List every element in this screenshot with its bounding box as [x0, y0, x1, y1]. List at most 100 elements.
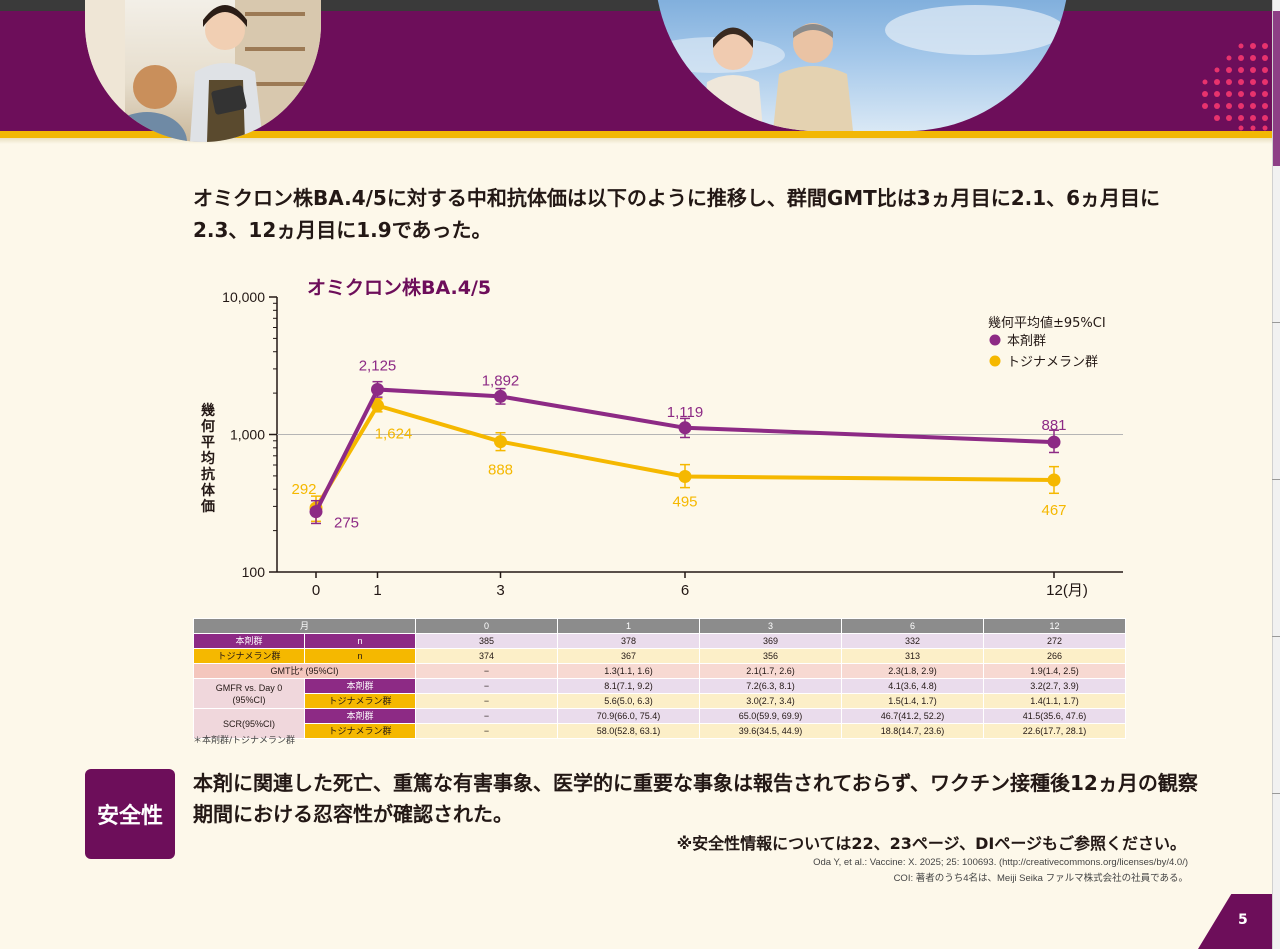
table-row-n-b: トジナメラン群 n 374 367 356 313 266 — [193, 648, 1127, 664]
data-point — [1047, 473, 1061, 487]
row-sublabel: トジナメラン群 — [303, 723, 417, 739]
data-point — [309, 505, 323, 519]
data-label: 292 — [291, 481, 316, 498]
table-cell: 65.0(59.9, 69.9) — [699, 708, 843, 724]
header-dot-pattern — [1202, 43, 1268, 131]
data-label: 1,119 — [667, 404, 703, 421]
x-tick-label: 6 — [681, 582, 689, 599]
header-gold-stripe — [0, 131, 1272, 138]
gmfr-label-line2: (95%CI) — [232, 694, 266, 705]
table-footnote: ＊本剤群/トジナメラン群 — [193, 736, 296, 746]
table-header-cell: 1 — [557, 618, 701, 634]
row-sublabel: トジナメラン群 — [303, 693, 417, 709]
table-cell: 3.0(2.7, 3.4) — [699, 693, 843, 709]
headline: オミクロン株BA.4/5に対する中和抗体価は以下のように推移し、群間GMT比は3… — [193, 186, 1161, 242]
table-cell: − — [415, 708, 559, 724]
table-cell: 272 — [983, 633, 1127, 649]
row-sublabel: 本剤群 — [303, 678, 417, 694]
coi-statement: COI: 著者のうち4名は、Meiji Seika ファルマ株式会社の社員である… — [893, 873, 1188, 884]
data-point — [494, 435, 507, 449]
table-cell: 39.6(34.5, 44.9) — [699, 723, 843, 739]
scrollbar-thumb[interactable] — [1273, 11, 1280, 166]
data-label: 1,892 — [482, 372, 520, 389]
data-label: 495 — [672, 493, 697, 510]
series-a: 275 2,125 1,892 1,119 881 — [309, 357, 1067, 532]
y-tick-label: 100 — [242, 564, 266, 580]
table-header-cell: 12 — [983, 618, 1127, 634]
table-cell: 369 — [699, 633, 843, 649]
table-cell: 356 — [699, 648, 843, 664]
data-label: 881 — [1041, 417, 1066, 434]
table-cell: 374 — [415, 648, 559, 664]
table-cell: − — [415, 663, 559, 679]
table-cell: 41.5(35.6, 47.6) — [983, 708, 1127, 724]
table-cell: 1.4(1.1, 1.7) — [983, 693, 1127, 709]
data-label: 275 — [334, 515, 359, 532]
citation: Oda Y, et al.: Vaccine: X. 2025; 25: 100… — [813, 857, 1188, 868]
table-header-cell: 3 — [699, 618, 843, 634]
table-cell: 22.6(17.7, 28.1) — [983, 723, 1127, 739]
data-point — [1047, 435, 1061, 449]
table-cell: − — [415, 723, 559, 739]
table-cell: 367 — [557, 648, 701, 664]
table-row-gmfr-b: トジナメラン群 − 5.6(5.0, 6.3) 3.0(2.7, 3.4) 1.… — [194, 693, 1127, 709]
table-row-n-a: 本剤群 n 385 378 369 332 272 — [193, 633, 1127, 649]
table-header-cell: 6 — [841, 618, 985, 634]
table-cell: 313 — [841, 648, 985, 664]
legend-title: 幾何平均値±95%CI — [988, 315, 1106, 331]
data-label: 2,125 — [359, 357, 397, 374]
x-tick-label: 12(月) — [1046, 582, 1088, 599]
page-number: 5 — [1238, 912, 1248, 928]
data-label: 1,624 — [375, 426, 413, 443]
table-cell: 4.1(3.6, 4.8) — [841, 678, 985, 694]
row-sublabel: n — [303, 648, 417, 664]
data-label: 467 — [1041, 502, 1066, 519]
data-point — [494, 389, 507, 403]
safety-note: ※安全性情報については22、23ページ、DIページもご参照ください。 — [676, 834, 1186, 853]
row-label: SCR(95%CI) — [193, 708, 305, 739]
series-b: 292 1,624 888 495 467 — [291, 398, 1067, 523]
table-cell: 378 — [557, 633, 701, 649]
table-cell: 18.8(14.7, 23.6) — [841, 723, 985, 739]
data-point — [678, 421, 692, 435]
row-sublabel: 本剤群 — [303, 708, 417, 724]
table-cell: 46.7(41.2, 52.2) — [841, 708, 985, 724]
table-cell: 58.0(52.8, 63.1) — [557, 723, 701, 739]
table-cell: 385 — [415, 633, 559, 649]
table-cell: 5.6(5.0, 6.3) — [557, 693, 701, 709]
y-tick-label: 1,000 — [230, 427, 265, 443]
page-number-tab: 5 — [1198, 894, 1272, 949]
data-point — [678, 469, 692, 483]
legend-label: トジナメラン群 — [1007, 355, 1098, 370]
table-cell: 2.1(1.7, 2.6) — [699, 663, 843, 679]
y-axis-label: 幾何平均抗体価 — [200, 402, 216, 515]
safety-text: 本剤に関連した死亡、重篤な有害事象、医学的に重要な事象は報告されておらず、ワクチ… — [193, 771, 1198, 826]
data-point — [371, 382, 384, 396]
table-cell: 3.2(2.7, 3.9) — [983, 678, 1127, 694]
table-header-cell: 0 — [415, 618, 559, 634]
data-point — [371, 399, 384, 413]
row-label-gmfr: GMFR vs. Day 0 (95%CI) — [193, 678, 305, 709]
row-label: トジナメラン群 — [193, 648, 305, 664]
line-chart: オミクロン株BA.4/5 10,000 1,000 100 0 1 3 6 12(月) 幾何平… — [200, 276, 1123, 599]
page-scrollbar[interactable] — [1272, 0, 1280, 949]
x-tick-label: 3 — [496, 582, 504, 599]
table-cell: 266 — [983, 648, 1127, 664]
x-tick-label: 1 — [373, 582, 381, 599]
y-tick-label: 10,000 — [222, 289, 265, 305]
table-cell: 332 — [841, 633, 985, 649]
table-cell: 1.3(1.1, 1.6) — [557, 663, 701, 679]
table-cell: 7.2(6.3, 8.1) — [699, 678, 843, 694]
table-cell: − — [415, 678, 559, 694]
row-label: 本剤群 — [193, 633, 305, 649]
table-cell: 2.3(1.8, 2.9) — [841, 663, 985, 679]
row-sublabel: n — [303, 633, 417, 649]
x-tick-label: 0 — [312, 582, 320, 599]
safety-badge: 安全性 — [85, 769, 175, 859]
table-cell: − — [415, 693, 559, 709]
data-label: 888 — [488, 462, 513, 479]
table-row-gmfr-a: GMFR vs. Day 0 (95%CI) 本剤群 − 8.1(7.1, 9.… — [193, 678, 1127, 709]
row-label: GMT比* (95%CI) — [192, 663, 417, 679]
results-table: 月 0 1 3 6 12 本剤群 n 385 378 369 332 272 ト… — [192, 618, 1127, 739]
